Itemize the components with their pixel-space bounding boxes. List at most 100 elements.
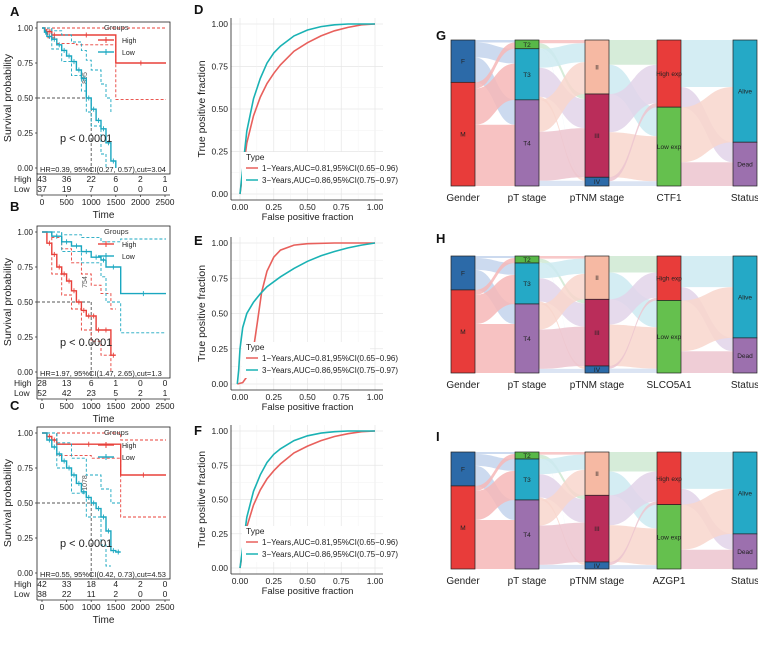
y-tick-label: 0.50 <box>17 94 33 103</box>
panel-letter: B <box>10 199 19 214</box>
stratum-label: T4 <box>523 532 531 539</box>
y-tick-label: 1.00 <box>17 228 33 237</box>
sankey-flow <box>539 454 585 475</box>
y-axis-title: Survival probability <box>2 458 14 547</box>
risk-value: 5 <box>113 388 118 398</box>
y-tick-label: 0.00 <box>211 189 228 199</box>
x-tick-label: 1.00 <box>367 392 384 402</box>
legend-label: High <box>122 38 137 45</box>
risk-value: 36 <box>62 174 72 184</box>
sankey-flow <box>475 274 515 324</box>
panel-letter: F <box>194 423 202 438</box>
median-label: 754 <box>82 276 89 288</box>
sankey-flow <box>539 452 585 455</box>
x-tick-label: 1500 <box>106 401 125 411</box>
stratum-label: T2 <box>523 42 531 49</box>
y-tick-label: 1.00 <box>211 19 228 29</box>
sankey-flow <box>475 324 515 373</box>
x-axis-title: False positive fraction <box>262 402 354 413</box>
sankey-flow <box>609 64 657 133</box>
x-tick-label: 2500 <box>156 401 175 411</box>
sankey-flow <box>475 42 515 89</box>
legend-label: Low <box>122 254 136 261</box>
legend-title: Groups <box>104 23 129 32</box>
sankey-stratum <box>514 499 540 570</box>
km-panel-A: 0.00 0.25 0.50 0.75 1.00 Survival probability… <box>2 21 175 221</box>
y-axis-title: True positive fraction <box>196 451 208 548</box>
hazard-ratio: HR=1.97, 95%CI(1.47, 2.65),cut=1.3 <box>40 369 162 378</box>
risk-value: 0 <box>163 378 168 388</box>
x-tick-label: 0 <box>40 401 45 411</box>
x-tick-label: 0 <box>40 602 45 612</box>
x-tick-label: 0.25 <box>265 392 282 402</box>
sankey-flow <box>609 501 657 566</box>
x-tick-label: 2000 <box>131 197 150 207</box>
roc-panel-E: 0.00 0.25 0.50 0.75 1.00 0.00 0.25 0.50 0.75 1.00… <box>196 237 398 413</box>
x-axis-title: False positive fraction <box>262 212 354 223</box>
risk-value: 2 <box>113 589 118 599</box>
legend-title: Type <box>246 526 265 536</box>
risk-value: 0 <box>113 184 118 194</box>
sankey-stratum <box>450 255 476 291</box>
sankey-stratum <box>584 176 610 187</box>
stratum-label: Alive <box>738 89 752 96</box>
roc-curve-1-year <box>239 23 376 195</box>
sankey-stratum <box>656 451 682 506</box>
x-axis-title: Time <box>93 414 115 425</box>
sankey-flow <box>539 273 585 330</box>
panel-letter: G <box>436 28 446 43</box>
stratum-label: High exp <box>656 276 682 283</box>
axis-label: AZGP1 <box>653 576 686 587</box>
sankey-flow <box>539 522 585 565</box>
x-tick-label: 0.00 <box>232 202 249 212</box>
legend-title: Type <box>246 342 265 352</box>
x-tick-label: 500 <box>60 602 74 612</box>
sankey-flow <box>475 258 515 295</box>
sankey-flow <box>539 40 585 44</box>
sankey-flow <box>539 258 585 304</box>
roc-curve-3-year <box>239 430 375 569</box>
x-tick-label: 2000 <box>131 602 150 612</box>
sankey-flow <box>609 471 657 526</box>
stratum-label: II <box>595 471 599 478</box>
y-axis-title: True positive fraction <box>196 265 208 362</box>
y-tick-label: 0.25 <box>211 344 228 354</box>
stratum-label: Low exp <box>657 534 682 541</box>
stratum-label: High exp <box>656 71 682 78</box>
risk-row-label: Low <box>14 388 30 398</box>
sankey-flow <box>539 128 585 181</box>
x-tick-label: 0.75 <box>333 392 350 402</box>
stratum-label: M <box>460 132 465 139</box>
sankey-flow <box>609 297 657 369</box>
sankey-flow <box>539 262 585 367</box>
risk-value: 1 <box>163 388 168 398</box>
risk-value: 37 <box>37 184 47 194</box>
x-tick-label: 1.00 <box>367 576 384 586</box>
y-tick-label: 0.75 <box>17 464 33 473</box>
ci-lower-low <box>42 27 107 168</box>
x-tick-label: 1500 <box>106 602 125 612</box>
sankey-flow <box>539 458 585 563</box>
x-tick-label: 0.25 <box>265 202 282 212</box>
x-tick-label: 1000 <box>82 197 101 207</box>
legend-label: 1−Years,AUC=0.81,95%CI(0.65−0.96) <box>262 538 398 547</box>
stratum-label: T4 <box>523 336 531 343</box>
y-tick-label: 0.00 <box>17 569 33 578</box>
sankey-flow <box>681 162 733 186</box>
sankey-stratum <box>656 39 682 108</box>
x-tick-label: 0 <box>40 197 45 207</box>
y-tick-label: 0.00 <box>211 379 228 389</box>
risk-value: 1 <box>113 378 118 388</box>
hazard-ratio: HR=0.55, 95%CI(0.42, 0.73),cut=4.53 <box>40 570 166 579</box>
sankey-flow <box>539 368 585 373</box>
legend-title: Groups <box>104 428 129 437</box>
risk-value: 0 <box>163 579 168 589</box>
sankey-flow <box>609 324 657 369</box>
sankey-flow <box>539 454 585 500</box>
stratum-label: III <box>594 330 600 337</box>
axis-label: Gender <box>446 193 480 204</box>
plot-frame <box>36 225 171 379</box>
y-tick-label: 0.50 <box>211 104 228 114</box>
y-tick-label: 0.00 <box>211 563 228 573</box>
km-panel-B: 0.00 0.25 0.50 0.75 1.00 Survival probability… <box>2 225 175 425</box>
